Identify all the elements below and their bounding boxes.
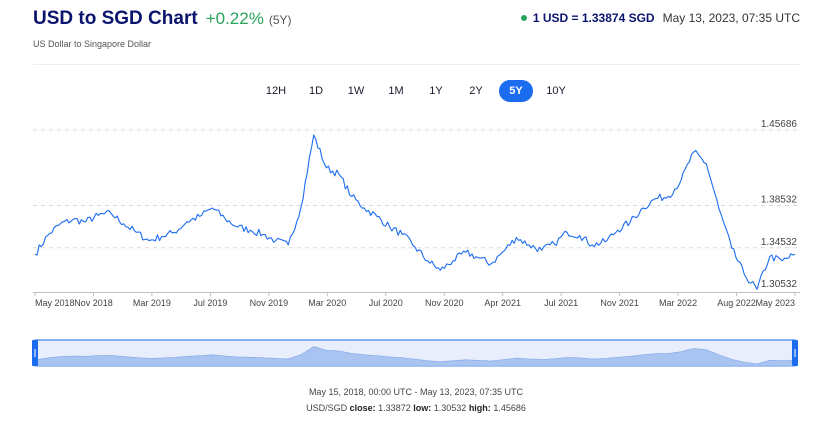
range-button-12h[interactable]: 12H [257, 80, 295, 102]
x-tick-label: Jul 2021 [544, 298, 578, 308]
x-tick-label: Mar 2019 [133, 298, 171, 308]
high-value: 1.45686 [493, 403, 526, 413]
title-row: USD to SGD Chart +0.22% (5Y) [33, 8, 292, 30]
x-tick-label: Mar 2020 [308, 298, 346, 308]
live-rate: 1 USD = 1.33874 SGD May 13, 2023, 07:35 … [520, 11, 800, 25]
summary-stats: USD/SGD close: 1.33872 low: 1.30532 high… [0, 403, 832, 413]
x-tick-label: May 2018 [35, 298, 75, 308]
y-tick-label: 1.45686 [761, 119, 798, 130]
pair-label: USD/SGD [306, 403, 348, 413]
range-button-5y[interactable]: 5Y [499, 80, 533, 102]
series-line-usd-sgd [34, 134, 796, 290]
close-label: close: [349, 403, 376, 413]
x-tick-label: Nov 2021 [600, 298, 639, 308]
x-tick-label: Apr 2021 [484, 298, 521, 308]
x-tick-label: May 2023 [755, 298, 795, 308]
x-tick-label: Nov 2020 [425, 298, 464, 308]
range-button-10y[interactable]: 10Y [537, 80, 575, 102]
rate-timestamp: May 13, 2023, 07:35 UTC [662, 11, 800, 25]
x-tick-label: Nov 2019 [250, 298, 289, 308]
range-button-1w[interactable]: 1W [337, 80, 375, 102]
range-button-2y[interactable]: 2Y [457, 80, 495, 102]
x-tick-label: Jul 2019 [193, 298, 227, 308]
chart-title: USD to SGD Chart [33, 8, 198, 29]
navigator-area [34, 346, 796, 367]
range-button-1d[interactable]: 1D [297, 80, 335, 102]
close-value: 1.33872 [378, 403, 411, 413]
x-tick-label: Mar 2022 [659, 298, 697, 308]
low-label: low: [413, 403, 432, 413]
high-label: high: [468, 403, 491, 413]
low-value: 1.30532 [433, 403, 467, 413]
chart-subtitle: US Dollar to Singapore Dollar [33, 39, 152, 49]
range-selector: 12H 1D 1W 1M 1Y 2Y 5Y 10Y [0, 80, 832, 102]
date-range-text: May 15, 2018, 00:00 UTC - May 13, 2023, … [308, 387, 524, 397]
period-label: (5Y) [268, 13, 292, 27]
x-tick-label: Jul 2020 [369, 298, 403, 308]
live-dot-icon [520, 15, 527, 21]
change-percent: +0.22% [205, 9, 264, 28]
y-tick-label: 1.34532 [761, 237, 798, 248]
y-tick-label: 1.30532 [761, 279, 798, 290]
x-tick-label: Aug 2022 [717, 298, 756, 308]
rate-value: 1 USD = 1.33874 SGD [532, 11, 655, 25]
range-button-1y[interactable]: 1Y [417, 80, 455, 102]
y-tick-label: 1.38532 [761, 195, 798, 206]
header-divider [33, 64, 800, 65]
range-button-1m[interactable]: 1M [377, 80, 415, 102]
x-tick-label: Nov 2018 [74, 298, 113, 308]
